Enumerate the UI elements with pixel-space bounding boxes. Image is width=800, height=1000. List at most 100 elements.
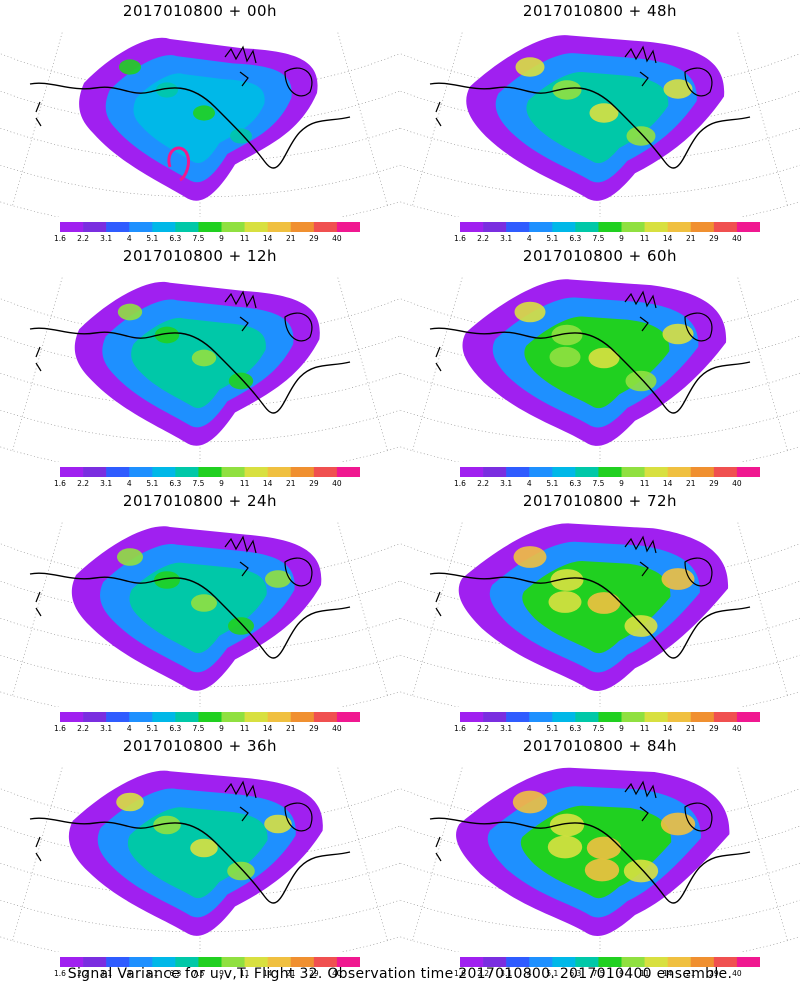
colorbar-label: 21 — [285, 479, 296, 488]
colorbar-label: 9 — [619, 724, 624, 733]
colorbar-swatch — [267, 222, 292, 232]
colorbar-swatch — [598, 467, 622, 477]
colorbar-swatch — [152, 957, 176, 967]
colorbar-label: 6.3 — [569, 479, 582, 488]
colorbar-label: 21 — [685, 724, 696, 733]
colorbar-swatch — [621, 222, 645, 232]
variance-map — [400, 767, 800, 952]
colorbar-label: 7.5 — [592, 479, 605, 488]
colorbar-swatch — [575, 222, 599, 232]
colorbar-swatch — [60, 712, 84, 722]
variance-high-blob — [227, 861, 255, 881]
variance-high-blob — [549, 346, 581, 368]
colorbar-swatch — [244, 222, 268, 232]
colorbar-swatch — [736, 957, 760, 967]
colorbar-label: 9 — [619, 479, 624, 488]
colorbar-swatch — [575, 712, 599, 722]
colorbar-swatch — [60, 957, 84, 967]
coastline-bay — [684, 802, 713, 832]
colorbar-label: 29 — [309, 234, 319, 243]
colorbar-swatch — [175, 467, 199, 477]
colorbar-swatch — [529, 712, 553, 722]
coastline — [429, 817, 751, 904]
coastline-bay — [284, 802, 313, 832]
variance-high-blob — [514, 301, 546, 323]
colorbar-swatch — [244, 467, 268, 477]
colorbar-swatch — [83, 467, 107, 477]
panel-title: 2017010800 + 48h — [522, 2, 678, 20]
colorbar-swatch — [690, 957, 715, 967]
colorbar-swatch — [644, 222, 668, 232]
colorbar-label: 6.3 — [569, 234, 582, 243]
graticule-meridian — [337, 32, 388, 206]
colorbar-label: 7.5 — [192, 969, 205, 978]
panel-72h: 2017010800 + 72h 1.6 2.2 3.1 4 5.1 6.3 7.5 9 11 1… — [400, 490, 800, 735]
colorbar-label: 7.5 — [192, 479, 205, 488]
coastline-islands — [624, 535, 657, 577]
colorbar-label: 5.1 — [546, 969, 559, 978]
colorbar-swatch — [506, 222, 530, 232]
colorbar-label: 5.1 — [546, 724, 559, 733]
colorbar-swatch — [244, 957, 268, 967]
colorbar-label: 6.3 — [569, 969, 582, 978]
colorbar-label: 6.3 — [169, 234, 182, 243]
colorbar-label: 7.5 — [192, 724, 205, 733]
colorbar-label: 4 — [526, 724, 532, 733]
variance-high-blob — [584, 858, 620, 882]
colorbar-swatch — [552, 222, 576, 232]
colorbar-swatch — [621, 467, 645, 477]
variance-high-blob — [588, 347, 620, 369]
colorbar-label: 40 — [732, 479, 742, 488]
colorbar — [460, 467, 760, 477]
colorbar-label: 9 — [619, 969, 624, 978]
graticule-meridian — [337, 277, 388, 451]
colorbar-swatch — [106, 957, 130, 967]
variance-high-blob — [265, 570, 291, 588]
panel-title: 2017010800 + 24h — [122, 492, 278, 510]
colorbar-label: 14 — [262, 234, 273, 243]
variance-high-blob — [587, 592, 621, 614]
colorbar-swatch — [267, 957, 292, 967]
variance-high-blob — [193, 105, 215, 121]
colorbar-label: 4 — [126, 234, 132, 243]
colorbar-label: 1.6 — [54, 724, 66, 733]
colorbar-swatch — [152, 222, 176, 232]
variance-high-blob — [586, 836, 622, 860]
colorbar-label: 14 — [662, 234, 673, 243]
variance-high-blob — [117, 548, 143, 566]
colorbar-label: 4 — [126, 479, 132, 488]
colorbar-label: 1.6 — [454, 969, 466, 978]
colorbar-label: 5.1 — [146, 234, 159, 243]
colorbar-label: 14 — [262, 724, 273, 733]
panel-title: 2017010800 + 36h — [122, 737, 278, 755]
colorbar-swatch — [336, 712, 360, 722]
coastline-islands — [224, 535, 257, 577]
colorbar-label: 1.6 — [454, 234, 466, 243]
colorbar-swatch — [644, 712, 668, 722]
colorbar-swatch — [175, 957, 199, 967]
variance-high-blob — [264, 814, 292, 834]
variance-high-blob — [547, 835, 583, 859]
colorbar — [460, 957, 760, 967]
coastline-fragment — [435, 836, 442, 862]
colorbar-label: 2.2 — [77, 724, 90, 733]
colorbar-swatch — [529, 222, 553, 232]
panel-00h: 2017010800 + 00h 1.6 2.2 3.1 4 5.1 6.3 7.5 9 11 1… — [0, 0, 400, 245]
colorbar-label: 14 — [262, 479, 273, 488]
colorbar-swatch — [667, 957, 692, 967]
colorbar-label: 2.2 — [477, 724, 490, 733]
colorbar-swatch — [575, 957, 599, 967]
graticule-meridian — [337, 767, 388, 941]
colorbar-label: 6.3 — [169, 479, 182, 488]
colorbar-swatch — [313, 957, 338, 967]
colorbar-label: 1.6 — [54, 479, 66, 488]
colorbar-labels: 1.6 2.2 3.1 4 5.1 6.3 7.5 9 11 14 21 29 40 — [54, 234, 360, 244]
colorbar-swatch — [598, 957, 622, 967]
colorbar-label: 7.5 — [592, 234, 605, 243]
variance-high-blob — [513, 546, 547, 568]
coastline — [29, 817, 351, 904]
colorbar-swatch — [221, 222, 245, 232]
colorbar-swatch — [690, 222, 715, 232]
colorbar-label: 11 — [239, 479, 250, 488]
variance-high-blob — [623, 859, 659, 883]
